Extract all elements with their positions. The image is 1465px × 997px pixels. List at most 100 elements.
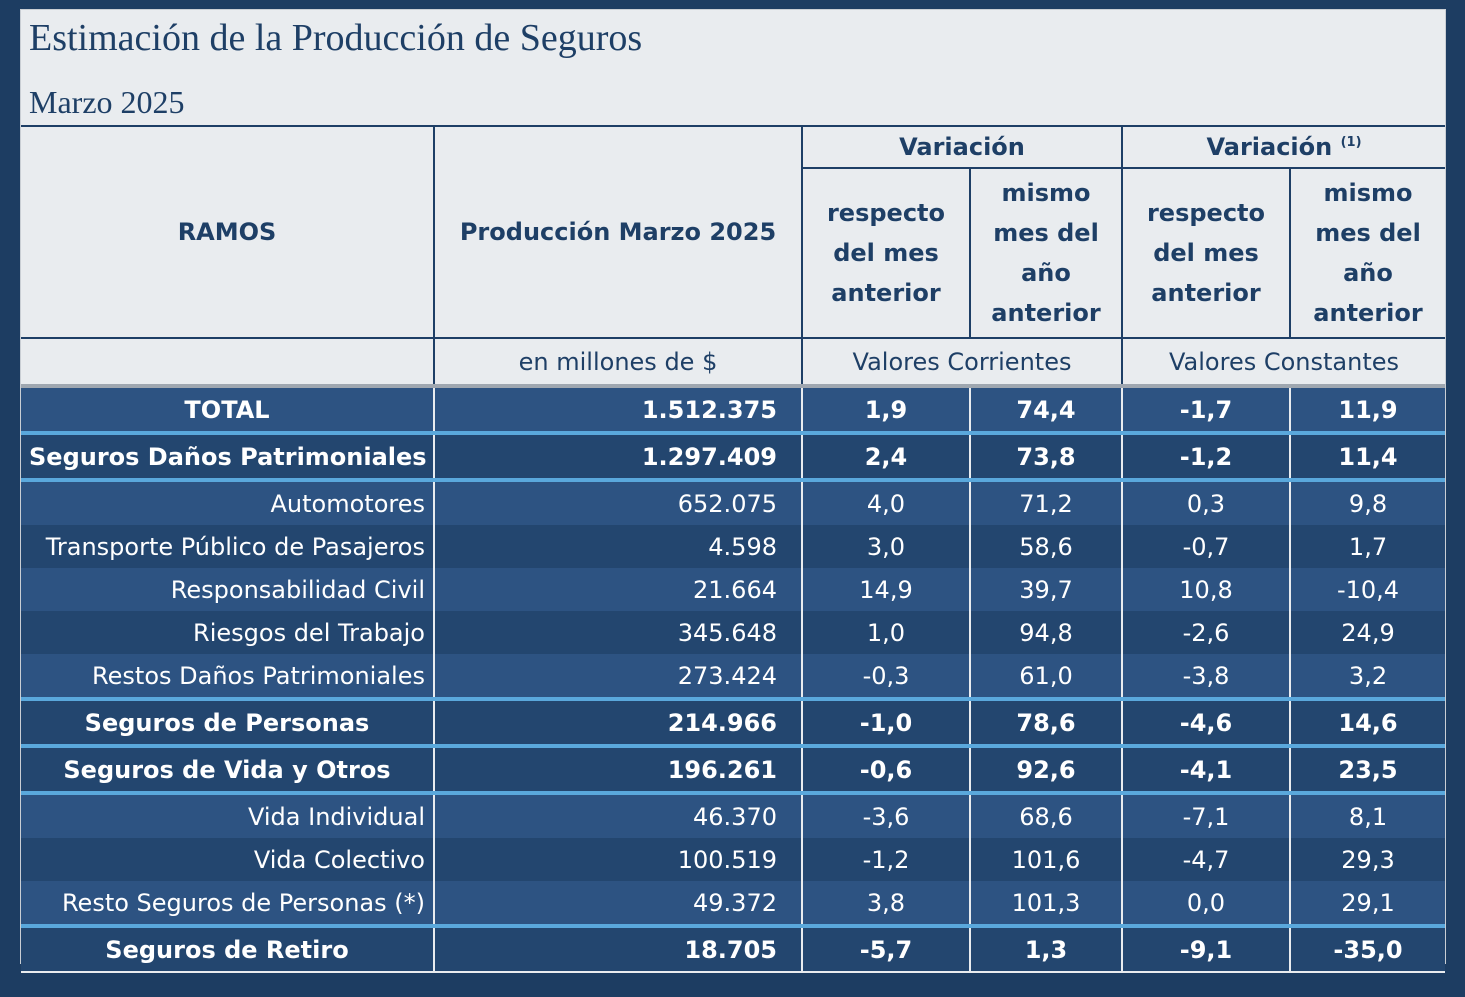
cell-var-const-anio: -35,0 xyxy=(1288,924,1446,973)
header-resp-mes-const: respecto del mes anterior xyxy=(1121,167,1291,339)
cell-var-corr-anio: 101,3 xyxy=(969,881,1122,926)
cell-var-const-mes: -0,7 xyxy=(1121,525,1290,568)
row-label: Transporte Público de Pasajeros xyxy=(21,525,434,568)
cell-var-corr-mes: 3,0 xyxy=(801,525,970,568)
row-label: Seguros Daños Patrimoniales xyxy=(21,431,434,480)
cell-produccion: 18.705 xyxy=(433,924,802,973)
table-row: Vida Individual 46.370 -3,6 68,6 -7,1 8,… xyxy=(21,791,1446,838)
cell-var-corr-mes: -1,0 xyxy=(801,697,970,746)
cell-var-const-mes: -1,7 xyxy=(1121,386,1290,433)
cell-produccion: 100.519 xyxy=(433,838,802,881)
table-row: Restos Daños Patrimoniales 273.424 -0,3 … xyxy=(21,654,1446,699)
report-panel: Estimación de la Producción de Seguros M… xyxy=(20,9,1446,973)
row-label: Automotores xyxy=(21,478,434,525)
cell-var-corr-mes: -5,7 xyxy=(801,924,970,973)
cell-var-const-mes: -4,6 xyxy=(1121,697,1290,746)
cell-var-corr-mes: 3,8 xyxy=(801,881,970,926)
table-row: Resto Seguros de Personas (*) 49.372 3,8… xyxy=(21,881,1446,926)
cell-var-const-anio: -10,4 xyxy=(1288,568,1446,611)
cell-var-const-anio: 29,3 xyxy=(1288,838,1446,881)
cell-var-corr-anio: 1,3 xyxy=(969,924,1122,973)
table-row: Riesgos del Trabajo 345.648 1,0 94,8 -2,… xyxy=(21,611,1446,654)
cell-var-const-mes: -2,6 xyxy=(1121,611,1290,654)
row-label: Seguros de Retiro xyxy=(21,924,434,973)
cell-var-corr-mes: 1,0 xyxy=(801,611,970,654)
header-valores-constantes: Valores Constantes xyxy=(1120,337,1446,387)
cell-var-const-mes: -7,1 xyxy=(1121,791,1290,838)
header-mismo-mes-corr: mismo mes del año anterior xyxy=(969,167,1123,339)
header-mismo-mes-const: mismo mes del año anterior xyxy=(1288,167,1446,339)
cell-var-const-anio: 23,5 xyxy=(1288,744,1446,793)
cell-var-corr-anio: 61,0 xyxy=(969,654,1122,699)
cell-var-corr-mes: 2,4 xyxy=(801,431,970,480)
cell-var-const-mes: -9,1 xyxy=(1121,924,1290,973)
row-label: Resto Seguros de Personas (*) xyxy=(21,881,434,926)
cell-var-corr-anio: 74,4 xyxy=(969,386,1122,433)
table-row: Vida Colectivo 100.519 -1,2 101,6 -4,7 2… xyxy=(21,838,1446,881)
cell-produccion: 1.512.375 xyxy=(433,386,802,433)
header-resp-mes-corr: respecto del mes anterior xyxy=(801,167,971,339)
cell-var-const-mes: -1,2 xyxy=(1121,431,1290,480)
page-title: Estimación de la Producción de Seguros xyxy=(29,17,643,59)
cell-produccion: 49.372 xyxy=(433,881,802,926)
header-variacion-constantes-label: Variación xyxy=(1206,133,1333,161)
header-valores-corrientes: Valores Corrientes xyxy=(801,337,1123,387)
cell-var-const-anio: 8,1 xyxy=(1288,791,1446,838)
cell-produccion: 196.261 xyxy=(433,744,802,793)
cell-var-const-mes: 0,0 xyxy=(1121,881,1290,926)
table-row: Responsabilidad Civil 21.664 14,9 39,7 1… xyxy=(21,568,1446,611)
cell-var-corr-anio: 71,2 xyxy=(969,478,1122,525)
cell-var-const-anio: 11,4 xyxy=(1288,431,1446,480)
table-row: Transporte Público de Pasajeros 4.598 3,… xyxy=(21,525,1446,568)
table-row-total: TOTAL 1.512.375 1,9 74,4 -1,7 11,9 xyxy=(21,386,1446,433)
cell-var-corr-mes: 1,9 xyxy=(801,386,970,433)
row-label: Riesgos del Trabajo xyxy=(21,611,434,654)
cell-var-corr-mes: -3,6 xyxy=(801,791,970,838)
row-label: TOTAL xyxy=(21,386,434,433)
table-header: RAMOS Producción Marzo 2025 Variación Va… xyxy=(21,125,1446,387)
cell-var-corr-mes: -1,2 xyxy=(801,838,970,881)
cell-produccion: 21.664 xyxy=(433,568,802,611)
row-label: Seguros de Personas xyxy=(21,697,434,746)
cell-var-const-anio: 9,8 xyxy=(1288,478,1446,525)
cell-var-const-anio: 1,7 xyxy=(1288,525,1446,568)
header-ramos: RAMOS xyxy=(21,125,435,339)
cell-var-corr-anio: 92,6 xyxy=(969,744,1122,793)
page-subtitle: Marzo 2025 xyxy=(29,84,185,120)
cell-var-corr-anio: 68,6 xyxy=(969,791,1122,838)
cell-var-corr-anio: 39,7 xyxy=(969,568,1122,611)
cell-var-corr-anio: 58,6 xyxy=(969,525,1122,568)
table-row: Seguros Daños Patrimoniales 1.297.409 2,… xyxy=(21,431,1446,480)
table-body: TOTAL 1.512.375 1,9 74,4 -1,7 11,9 Segur… xyxy=(21,386,1446,973)
production-table: RAMOS Producción Marzo 2025 Variación Va… xyxy=(21,125,1446,973)
cell-var-corr-mes: -0,3 xyxy=(801,654,970,699)
row-label: Vida Individual xyxy=(21,791,434,838)
cell-var-const-mes: 0,3 xyxy=(1121,478,1290,525)
cell-var-const-mes: -4,7 xyxy=(1121,838,1290,881)
cell-var-const-anio: 11,9 xyxy=(1288,386,1446,433)
header-unidad: en millones de $ xyxy=(433,337,803,387)
cell-var-corr-mes: -0,6 xyxy=(801,744,970,793)
cell-var-const-anio: 3,2 xyxy=(1288,654,1446,699)
table-row: Seguros de Retiro 18.705 -5,7 1,3 -9,1 -… xyxy=(21,924,1446,973)
cell-produccion: 345.648 xyxy=(433,611,802,654)
cell-var-const-anio: 29,1 xyxy=(1288,881,1446,926)
row-label: Responsabilidad Civil xyxy=(21,568,434,611)
table-row: Seguros de Vida y Otros 196.261 -0,6 92,… xyxy=(21,744,1446,793)
cell-produccion: 46.370 xyxy=(433,791,802,838)
cell-produccion: 4.598 xyxy=(433,525,802,568)
header-variacion-corrientes: Variación xyxy=(801,125,1123,169)
row-label: Vida Colectivo xyxy=(21,838,434,881)
cell-var-corr-anio: 78,6 xyxy=(969,697,1122,746)
table-row: Seguros de Personas 214.966 -1,0 78,6 -4… xyxy=(21,697,1446,746)
cell-produccion: 214.966 xyxy=(433,697,802,746)
cell-var-corr-mes: 14,9 xyxy=(801,568,970,611)
cell-produccion: 273.424 xyxy=(433,654,802,699)
header-blank xyxy=(21,338,435,387)
row-label: Seguros de Vida y Otros xyxy=(21,744,434,793)
footnote-marker: (1) xyxy=(1340,135,1362,150)
cell-var-corr-anio: 94,8 xyxy=(969,611,1122,654)
cell-var-corr-anio: 101,6 xyxy=(969,838,1122,881)
cell-var-const-anio: 14,6 xyxy=(1288,697,1446,746)
cell-var-const-mes: -3,8 xyxy=(1121,654,1290,699)
